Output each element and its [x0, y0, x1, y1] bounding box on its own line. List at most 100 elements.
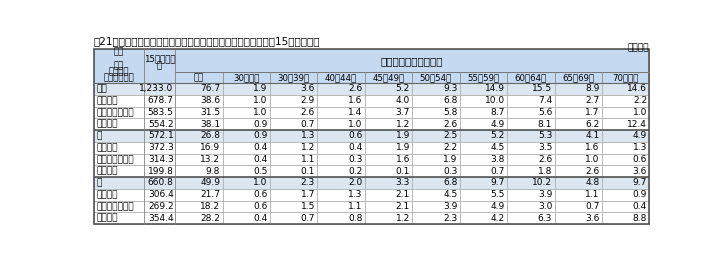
Text: 2.0: 2.0	[348, 178, 362, 187]
Bar	[365, 95, 413, 106]
Bar	[460, 83, 507, 95]
Bar	[413, 177, 460, 189]
Bar	[460, 130, 507, 142]
Text: 2.6: 2.6	[443, 120, 457, 129]
Bar	[460, 118, 507, 130]
Text: 1.1: 1.1	[585, 190, 600, 199]
Bar	[270, 200, 318, 212]
Bar	[318, 212, 365, 224]
Text: 3.6: 3.6	[585, 214, 600, 223]
Text: 2.9: 2.9	[301, 96, 315, 105]
Bar	[223, 200, 270, 212]
Bar	[223, 130, 270, 142]
Text: 7.4: 7.4	[538, 96, 552, 105]
Text: 2.6: 2.6	[538, 155, 552, 164]
Bar	[507, 154, 555, 165]
Text: うち雇用者: うち雇用者	[96, 155, 133, 164]
Text: 50～54歳: 50～54歳	[420, 73, 452, 82]
Bar	[365, 200, 413, 212]
Text: 3.6: 3.6	[633, 167, 647, 176]
Text: 有業者: 有業者	[96, 190, 117, 199]
Text: 2.2: 2.2	[633, 96, 647, 105]
Bar	[270, 118, 318, 130]
Bar	[318, 200, 365, 212]
Bar	[365, 189, 413, 200]
Bar	[507, 130, 555, 142]
Text: 1.8: 1.8	[538, 167, 552, 176]
Bar	[144, 95, 175, 106]
Text: 0.4: 0.4	[348, 143, 362, 152]
Text: 49.9: 49.9	[200, 178, 220, 187]
Text: 0.4: 0.4	[253, 143, 268, 152]
Text: 269.2: 269.2	[148, 202, 173, 211]
Bar	[460, 165, 507, 177]
Bar	[175, 95, 223, 106]
Bar	[555, 165, 602, 177]
Bar	[94, 130, 144, 142]
Bar	[507, 95, 555, 106]
Text: 14.9: 14.9	[485, 84, 505, 93]
Bar	[270, 154, 318, 165]
Bar	[318, 142, 365, 154]
Bar	[175, 83, 223, 95]
Bar	[413, 212, 460, 224]
Text: 介護・看護をしている: 介護・看護をしている	[381, 56, 444, 66]
Text: 1.5: 1.5	[301, 202, 315, 211]
Text: 65～69歳: 65～69歳	[562, 73, 594, 82]
Bar	[94, 49, 144, 83]
Text: 無業者: 無業者	[96, 167, 117, 176]
Text: 0.6: 0.6	[633, 155, 647, 164]
Text: 1.0: 1.0	[348, 120, 362, 129]
Text: 1.6: 1.6	[348, 96, 362, 105]
Text: 0.1: 0.1	[301, 167, 315, 176]
Bar	[318, 130, 365, 142]
Text: 1.6: 1.6	[396, 155, 410, 164]
Text: 1.9: 1.9	[396, 143, 410, 152]
Text: 8.7: 8.7	[490, 108, 505, 117]
Text: 4.5: 4.5	[491, 143, 505, 152]
Text: （千人）: （千人）	[628, 44, 650, 53]
Text: 3.7: 3.7	[396, 108, 410, 117]
Text: 0.4: 0.4	[253, 214, 268, 223]
Text: 1.3: 1.3	[301, 131, 315, 141]
Text: 1,233.0: 1,233.0	[139, 84, 173, 93]
Bar	[602, 142, 650, 154]
Bar	[602, 130, 650, 142]
Text: 無業者: 無業者	[96, 120, 117, 129]
Text: 28.2: 28.2	[200, 214, 220, 223]
Text: 0.7: 0.7	[301, 214, 315, 223]
Bar	[555, 95, 602, 106]
Text: 6.8: 6.8	[443, 96, 457, 105]
Text: 従業上の地位: 従業上の地位	[104, 73, 134, 82]
Text: 2.1: 2.1	[396, 190, 410, 199]
Bar	[144, 177, 175, 189]
Bar	[270, 165, 318, 177]
Bar	[175, 189, 223, 200]
Bar	[507, 72, 555, 83]
Text: 8.9: 8.9	[585, 84, 600, 93]
Bar	[144, 118, 175, 130]
Bar	[507, 118, 555, 130]
Bar	[602, 212, 650, 224]
Text: 1.7: 1.7	[301, 190, 315, 199]
Text: 660.8: 660.8	[148, 178, 173, 187]
Text: 0.9: 0.9	[253, 131, 268, 141]
Text: 9.7: 9.7	[633, 178, 647, 187]
Text: 4.8: 4.8	[585, 178, 600, 187]
Text: 1.0: 1.0	[585, 155, 600, 164]
Text: 16.9: 16.9	[200, 143, 220, 152]
Bar	[175, 118, 223, 130]
Bar	[507, 212, 555, 224]
Text: 0.6: 0.6	[253, 190, 268, 199]
Bar	[555, 72, 602, 83]
Bar	[413, 154, 460, 165]
Bar	[223, 72, 270, 83]
Text: 372.3: 372.3	[148, 143, 173, 152]
Text: 0.9: 0.9	[633, 190, 647, 199]
Text: 0.1: 0.1	[396, 167, 410, 176]
Text: 3.9: 3.9	[443, 202, 457, 211]
Bar	[223, 189, 270, 200]
Bar	[413, 72, 460, 83]
Bar	[144, 165, 175, 177]
Bar	[318, 72, 365, 83]
